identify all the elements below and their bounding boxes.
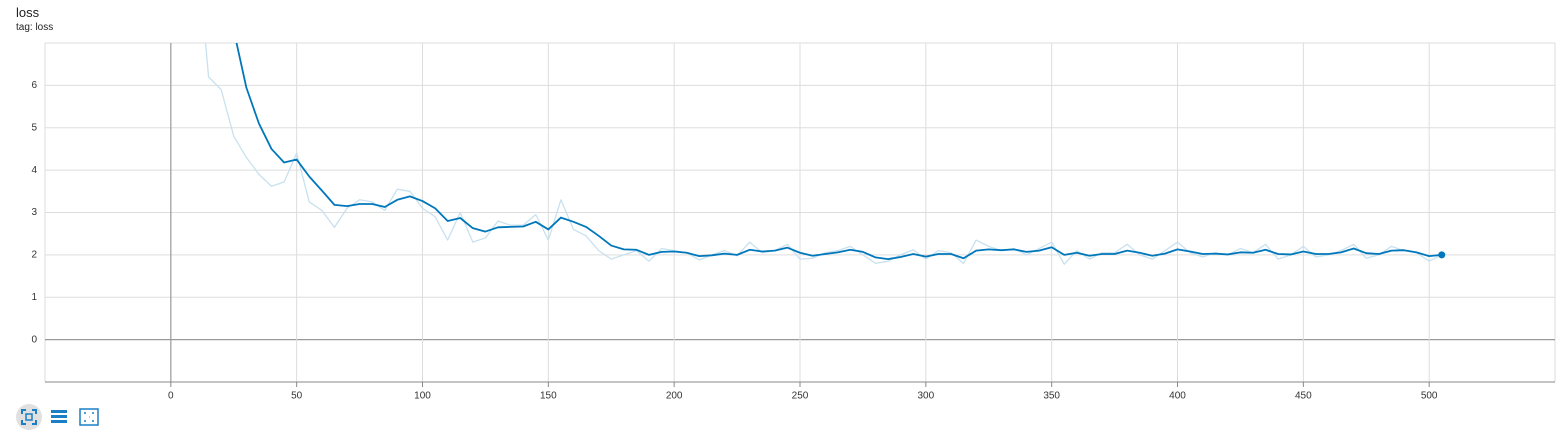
x-tick-label: 450 [1295, 391, 1312, 400]
data-download-button[interactable] [46, 404, 72, 430]
fit-icon [21, 409, 37, 425]
y-tick-label: 6 [31, 80, 37, 91]
series-line [204, 43, 1443, 265]
chart-tag: tag: loss [16, 22, 54, 33]
y-tick-label: 1 [31, 292, 37, 303]
x-tick-label: 500 [1421, 391, 1438, 400]
y-tick-label: 3 [31, 207, 37, 218]
y-tick-label: 0 [31, 334, 37, 345]
x-tick-label: 50 [291, 391, 303, 400]
x-tick-label: 250 [792, 391, 809, 400]
zoom-icon [79, 408, 99, 426]
chart: 0 1 2 3 4 5 6 0 50 100 150 200 250 300 350 400 450 500 [31, 42, 1556, 400]
x-tick-label: 350 [1043, 391, 1060, 400]
list-icon [51, 410, 67, 423]
zoom-button[interactable] [76, 404, 102, 430]
toolbar [16, 404, 102, 430]
x-tick-label: 400 [1169, 391, 1186, 400]
y-tick-label: 2 [31, 250, 37, 261]
x-tick-label: 0 [168, 391, 174, 400]
x-tick-label: 150 [540, 391, 557, 400]
x-tick-label: 200 [666, 391, 683, 400]
last-point [1438, 251, 1446, 259]
series-line [235, 43, 1442, 261]
y-tick-label: 4 [31, 165, 37, 176]
x-tick-label: 300 [917, 391, 934, 400]
y-tick-label: 5 [31, 122, 37, 133]
fit-domain-button[interactable] [16, 404, 42, 430]
x-tick-label: 100 [414, 391, 431, 400]
chart-title: loss [16, 5, 40, 20]
